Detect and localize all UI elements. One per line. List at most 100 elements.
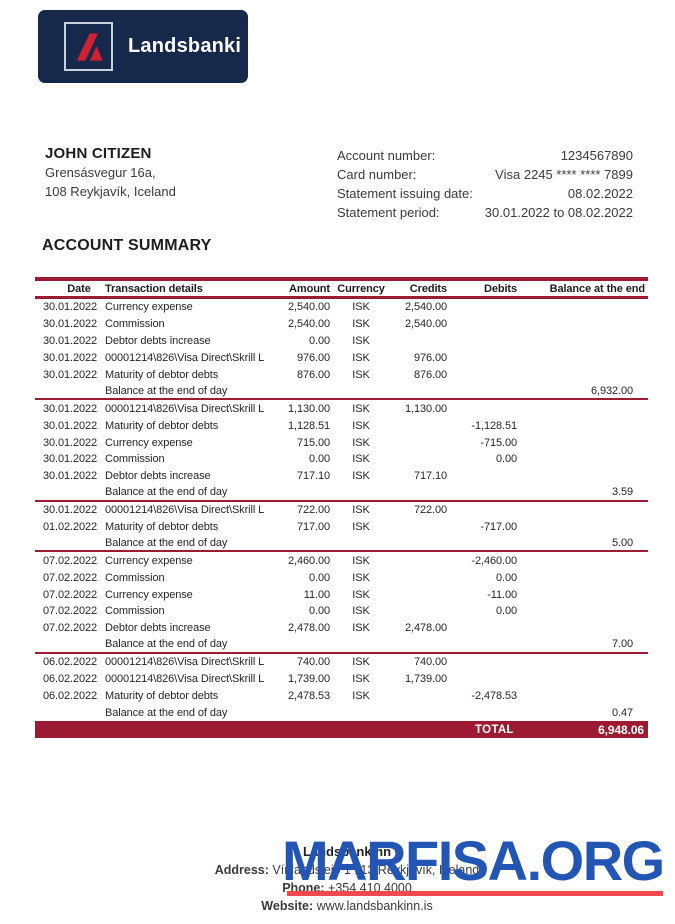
cell-amount: 722.00 [296,504,330,517]
cell-date: 30.01.2022 [43,436,98,449]
cell-transaction-details: Balance at the end of day [105,384,228,397]
table-row: 06.02.2022 00001214\826\Visa Direct\Skri… [35,671,648,688]
cell-currency: ISK [352,554,370,567]
table-row: 30.01.2022 Maturity of debtor debts 876.… [35,367,648,384]
cell-date: 30.01.2022 [43,301,98,314]
header-currency: Currency [337,282,385,295]
cell-amount: 715.00 [296,436,330,449]
cell-debits: 0.00 [495,605,517,618]
cell-debits: -717.00 [480,521,517,534]
cell-transaction-details: Currency expense [105,301,193,314]
cell-credits: 1,130.00 [404,402,447,415]
cell-credits: 976.00 [413,352,447,365]
customer-address-line2: 108 Reykjavík, Iceland [45,184,176,199]
cell-date: 06.02.2022 [43,673,98,686]
cell-transaction-details: Debtor debts increase [105,470,211,483]
bank-logo-text: Landsbanki [128,35,242,57]
cell-date: 07.02.2022 [43,554,98,567]
footer-address-label: Address: [214,863,269,877]
bank-logo-card: Landsbanki [38,10,248,83]
statement-period-label: Statement period: [337,205,440,220]
table-row: 30.01.2022 Maturity of debtor debts 1,12… [35,417,648,434]
cell-date: 30.01.2022 [43,453,98,466]
footer-address-value: Vínlandsleið 1 113 Reykjavík, Iceland [272,863,480,877]
cell-debits: 0.00 [495,571,517,584]
table-row: Balance at the end of day 0.47 [35,704,648,721]
customer-address-line1: Grensásvegur 16a, [45,165,156,180]
cell-debits: 0.00 [495,453,517,466]
cell-transaction-details: Commission [105,318,165,331]
landsbanki-logo-icon [64,22,113,71]
table-row: 07.02.2022 Currency expense 2,460.00 ISK… [35,552,648,569]
cell-amount: 0.00 [308,453,330,466]
cell-currency: ISK [352,521,370,534]
cell-transaction-details: Currency expense [105,588,193,601]
cell-transaction-details: Commission [105,605,165,618]
account-number-value: 1234567890 [560,148,633,163]
cell-debits: -2,478.53 [471,689,517,702]
header-amount: Amount [289,282,330,295]
table-row: 07.02.2022 Debtor debts increase 2,478.0… [35,620,648,637]
cell-credits: 740.00 [413,656,447,669]
cell-currency: ISK [352,622,370,635]
card-number-row: Card number: Visa 2245 **** **** 7899 [337,165,633,184]
cell-credits: 2,478.00 [404,622,447,635]
cell-amount: 0.00 [308,335,330,348]
account-number-label: Account number: [337,148,436,163]
cell-balance: 7.00 [611,638,633,651]
cell-transaction-details: 00001214\826\Visa Direct\Skrill L [105,673,265,686]
cell-balance: 3.59 [611,486,633,499]
table-row: Balance at the end of day 5.00 [35,535,648,553]
cell-date: 30.01.2022 [43,369,98,381]
cell-debits: -2,460.00 [471,554,517,567]
section-title: ACCOUNT SUMMARY [42,237,212,254]
cell-amount: 740.00 [296,656,330,669]
statement-period-row: Statement period: 30.01.2022 to 08.02.20… [337,203,633,222]
table-row: Balance at the end of day 3.59 [35,485,648,502]
cell-currency: ISK [352,301,370,314]
customer-block: JOHN CITIZEN Grensásvegur 16a, 108 Reykj… [45,144,176,201]
footer-phone-line: Phone: +354 410 4000 [35,879,659,897]
footer-website-value: www.landsbankinn.is [316,899,433,913]
cell-credits: 722.00 [413,504,447,517]
total-label: TOTAL [475,723,514,736]
cell-currency: ISK [352,504,370,517]
cell-date: 30.01.2022 [43,402,98,415]
cell-currency: ISK [352,656,370,669]
cell-credits: 876.00 [413,369,447,381]
cell-currency: ISK [352,453,370,466]
cell-date: 30.01.2022 [43,335,98,348]
cell-currency: ISK [352,369,370,381]
table-row: 06.02.2022 Maturity of debtor debts 2,47… [35,687,648,704]
table-row: Balance at the end of day 7.00 [35,637,648,654]
cell-balance: 5.00 [611,536,633,549]
cell-credits: 2,540.00 [404,301,447,314]
card-number-label: Card number: [337,167,417,182]
cell-date: 30.01.2022 [43,318,98,331]
transactions-body: 30.01.2022 Currency expense 2,540.00 ISK… [35,299,648,721]
cell-amount: 0.00 [308,571,330,584]
cell-debits: -1,128.51 [471,419,517,432]
cell-balance: 6,932.00 [590,384,633,397]
table-row: 30.01.2022 00001214\826\Visa Direct\Skri… [35,400,648,417]
cell-date: 07.02.2022 [43,622,98,635]
cell-transaction-details: Maturity of debtor debts [105,689,219,702]
statement-issuing-date-value: 08.02.2022 [567,186,633,201]
cell-currency: ISK [352,318,370,331]
table-row: 07.02.2022 Commission 0.00 ISK 0.00 [35,603,648,620]
cell-amount: 1,130.00 [287,402,330,415]
cell-amount: 876.00 [296,369,330,381]
cell-debits: -11.00 [487,588,517,601]
cell-date: 30.01.2022 [43,470,98,483]
cell-transaction-details: 00001214\826\Visa Direct\Skrill L [105,656,265,669]
cell-date: 06.02.2022 [43,656,98,669]
statement-issuing-date-label: Statement issuing date: [337,186,473,201]
header-transaction-details: Transaction details [105,282,203,295]
footer-phone-value: +354 410 4000 [328,881,412,895]
cell-currency: ISK [352,419,370,432]
cell-transaction-details: Balance at the end of day [105,638,228,651]
cell-date: 30.01.2022 [43,419,98,432]
cell-amount: 2,460.00 [287,554,330,567]
cell-balance: 0.47 [611,706,633,719]
